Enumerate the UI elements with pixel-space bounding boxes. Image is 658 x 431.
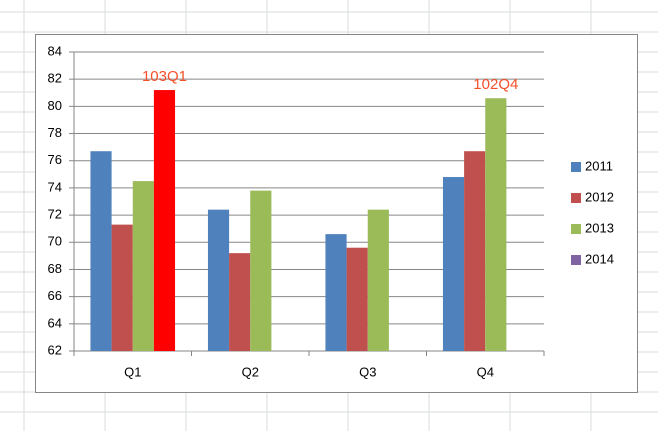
y-tick-label: 72 bbox=[48, 207, 62, 222]
y-tick-label: 62 bbox=[48, 342, 62, 357]
legend-label: 2012 bbox=[585, 189, 614, 204]
y-tick-label: 84 bbox=[48, 43, 62, 58]
bar bbox=[367, 209, 389, 351]
bar bbox=[464, 151, 486, 351]
plot: 62 64 66 68 70 72 74 76 78 80 82 84 Q1 Q2 Q3 Q4 2011 2012… bbox=[48, 43, 614, 379]
y-tick-label: 82 bbox=[48, 71, 62, 86]
annotation: 103Q1 bbox=[142, 68, 187, 85]
y-tick-label: 74 bbox=[48, 179, 62, 194]
x-tick-label: Q1 bbox=[124, 364, 141, 379]
bar bbox=[346, 247, 368, 351]
y-tick-label: 78 bbox=[48, 125, 62, 140]
y-tick-label: 76 bbox=[48, 152, 62, 167]
bar bbox=[153, 90, 176, 352]
y-tick-label: 68 bbox=[48, 261, 62, 276]
x-tick-label: Q2 bbox=[242, 364, 259, 379]
bar bbox=[207, 209, 230, 351]
y-tick-label: 66 bbox=[48, 288, 62, 303]
bar bbox=[325, 234, 347, 351]
bar bbox=[90, 151, 112, 351]
legend-swatch bbox=[571, 162, 581, 172]
legend-swatch bbox=[571, 224, 581, 234]
x-tick-label: Q4 bbox=[477, 364, 494, 379]
legend-swatch bbox=[571, 255, 581, 265]
bar bbox=[111, 224, 133, 351]
y-tick-label: 64 bbox=[48, 315, 62, 330]
y-tick-label: 70 bbox=[48, 234, 62, 249]
legend-label: 2011 bbox=[585, 158, 613, 173]
bar bbox=[442, 177, 465, 351]
bar bbox=[250, 190, 272, 351]
bar bbox=[132, 181, 154, 351]
legend-label: 2013 bbox=[585, 220, 614, 235]
bar bbox=[229, 253, 251, 351]
bar bbox=[485, 98, 507, 351]
annotation: 102Q4 bbox=[473, 76, 518, 93]
x-tick-label: Q3 bbox=[359, 364, 376, 379]
y-tick-label: 80 bbox=[48, 98, 62, 113]
legend-swatch bbox=[571, 193, 581, 203]
legend-label: 2014 bbox=[585, 251, 614, 266]
